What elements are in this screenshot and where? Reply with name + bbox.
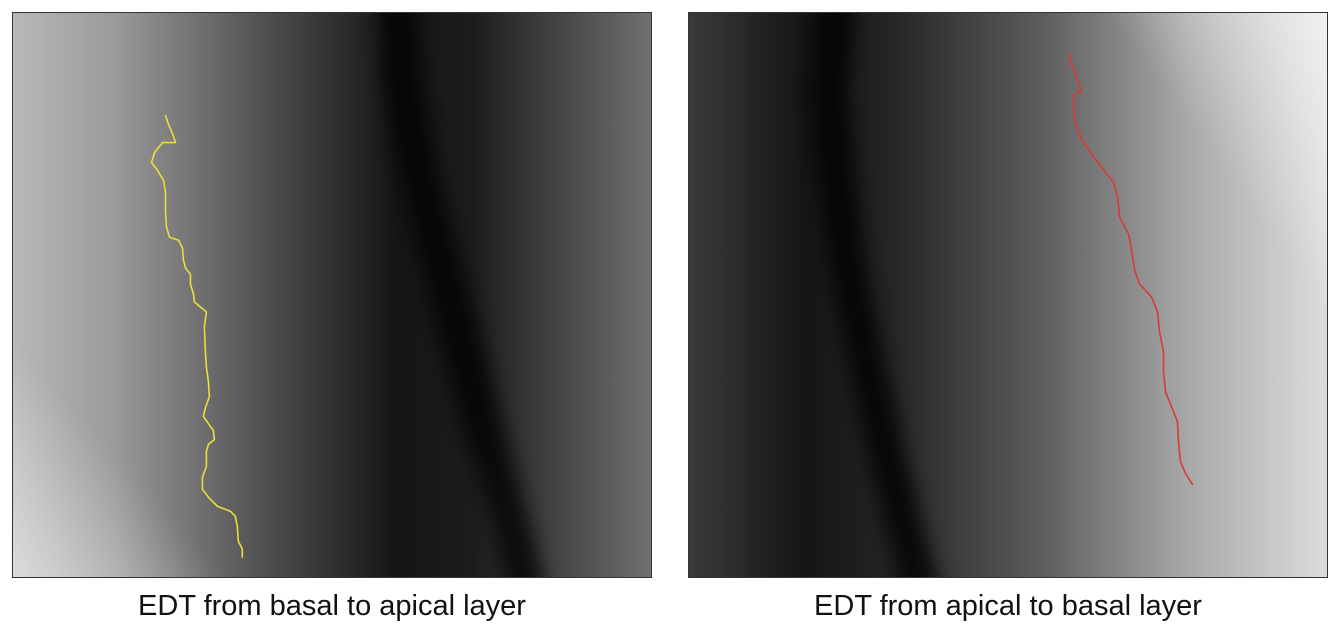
edt-apical-corner-glow bbox=[1107, 13, 1327, 312]
edt-basal-dark-ridge bbox=[380, 13, 543, 577]
edt-basal-trace bbox=[150, 114, 244, 558]
caption-apical-to-basal: EDT from apical to basal layer bbox=[814, 590, 1202, 622]
edt-basal-corner-glow bbox=[13, 311, 253, 577]
edt-image-apical-to-basal bbox=[688, 12, 1328, 578]
edt-apical-dark-ridge bbox=[810, 13, 937, 577]
edt-basal-svg bbox=[13, 13, 651, 577]
edt-image-basal-to-apical bbox=[12, 12, 652, 578]
edt-apical-svg bbox=[689, 13, 1327, 577]
caption-basal-to-apical: EDT from basal to apical layer bbox=[138, 590, 526, 622]
edt-apical-trace bbox=[1068, 52, 1194, 486]
